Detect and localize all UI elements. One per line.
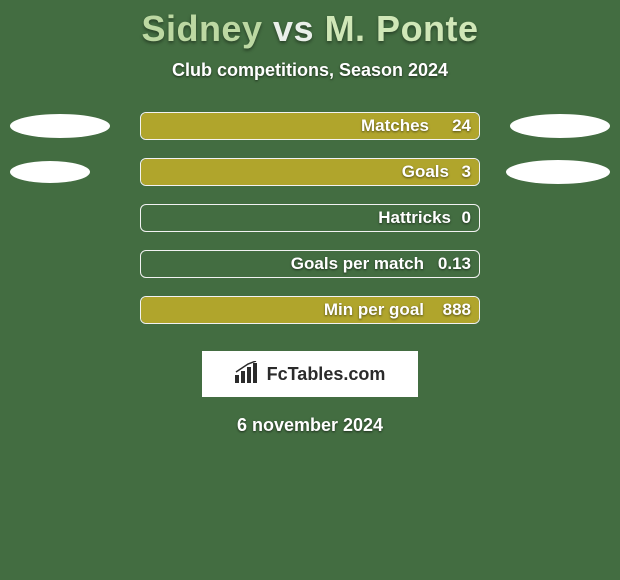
date-text: 6 november 2024 bbox=[0, 415, 620, 436]
stat-row: Min per goal 888 bbox=[0, 295, 620, 325]
bar-track: Goals per match 0.13 bbox=[140, 250, 480, 278]
stat-value: 24 bbox=[452, 116, 471, 136]
stat-value: 0.13 bbox=[438, 254, 471, 274]
stat-label: Hattricks bbox=[378, 208, 451, 228]
bar-fill bbox=[141, 297, 479, 323]
logo-text: FcTables.com bbox=[267, 364, 386, 385]
stat-row: Hattricks 0 bbox=[0, 203, 620, 233]
stat-row: Goals per match 0.13 bbox=[0, 249, 620, 279]
title-vs: vs bbox=[273, 8, 314, 49]
stat-row: Goals 3 bbox=[0, 157, 620, 187]
title-player2: M. Ponte bbox=[325, 8, 479, 49]
right-ellipse bbox=[506, 160, 610, 184]
left-ellipse bbox=[10, 161, 90, 183]
bar-track: Min per goal 888 bbox=[140, 296, 480, 324]
bar-track: Goals 3 bbox=[140, 158, 480, 186]
stat-label: Goals per match bbox=[291, 254, 424, 274]
title-player1: Sidney bbox=[141, 8, 262, 49]
stat-value: 3 bbox=[462, 162, 471, 182]
logo-box: FcTables.com bbox=[202, 351, 418, 397]
bar-track: Matches 24 bbox=[140, 112, 480, 140]
stat-label: Matches bbox=[361, 116, 429, 136]
stat-label: Min per goal bbox=[324, 300, 424, 320]
subtitle: Club competitions, Season 2024 bbox=[0, 60, 620, 81]
bar-chart-icon bbox=[235, 361, 261, 388]
left-ellipse bbox=[10, 114, 110, 138]
right-ellipse bbox=[510, 114, 610, 138]
page-title: Sidney vs M. Ponte bbox=[0, 8, 620, 50]
infographic-container: Sidney vs M. Ponte Club competitions, Se… bbox=[0, 0, 620, 580]
stat-row: Matches 24 bbox=[0, 111, 620, 141]
stat-label: Goals bbox=[402, 162, 449, 182]
stats-rows: Matches 24 Goals 3 Hattricks 0 Goals per match… bbox=[0, 111, 620, 325]
stat-value: 888 bbox=[443, 300, 471, 320]
bar-track: Hattricks 0 bbox=[140, 204, 480, 232]
stat-value: 0 bbox=[462, 208, 471, 228]
